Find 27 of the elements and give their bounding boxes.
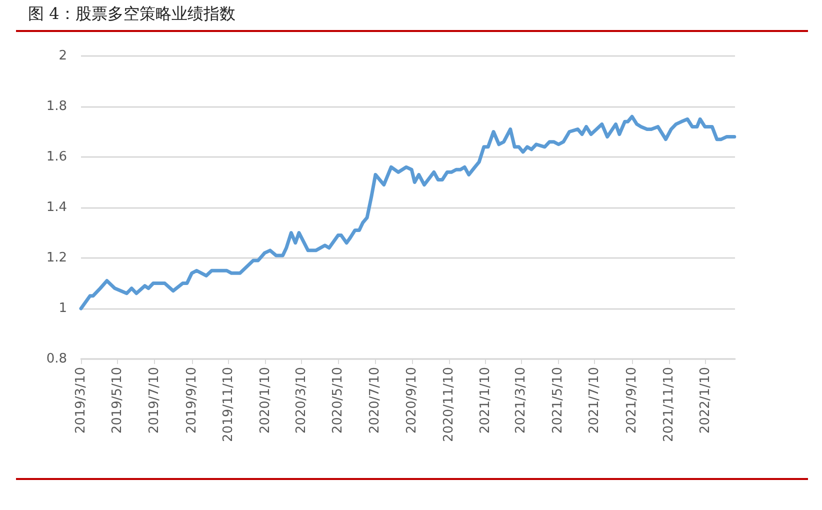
x-tick-label: 2021/11/10 bbox=[661, 367, 676, 442]
x-tick-label: 2020/11/10 bbox=[441, 367, 456, 442]
x-tick-label: 2019/9/10 bbox=[184, 367, 200, 434]
y-tick-label: 1.6 bbox=[46, 150, 67, 164]
chart-title: 图 4：股票多空策略业绩指数 bbox=[28, 4, 236, 25]
y-tick-label: 1 bbox=[58, 301, 67, 316]
x-tick-label: 2019/3/10 bbox=[74, 367, 88, 434]
y-tick-label: 2 bbox=[58, 48, 67, 64]
x-tick-label: 2019/11/10 bbox=[221, 367, 236, 442]
line-series bbox=[79, 114, 736, 310]
x-tick-label: 2019/7/10 bbox=[146, 367, 162, 434]
x-tick-label: 2020/1/10 bbox=[258, 367, 273, 434]
x-tick-label: 2021/7/10 bbox=[587, 367, 602, 434]
x-tick-label: 2020/5/10 bbox=[330, 367, 346, 434]
x-tick-label: 2019/5/10 bbox=[110, 367, 126, 434]
y-tick-label: 0.8 bbox=[46, 352, 67, 366]
x-tick-label: 2020/9/10 bbox=[404, 367, 420, 434]
x-tick-label: 2020/7/10 bbox=[367, 367, 382, 434]
x-tick-label: 2022/1/10 bbox=[698, 367, 713, 434]
y-tick-label: 1.8 bbox=[46, 99, 67, 114]
x-tick-label: 2021/5/10 bbox=[550, 367, 566, 434]
x-tick-label: 2020/3/10 bbox=[294, 367, 309, 434]
y-tick-label: 1.4 bbox=[46, 200, 67, 215]
x-tick-label: 2021/3/10 bbox=[514, 367, 529, 434]
x-tick-label: 2021/1/10 bbox=[478, 367, 494, 434]
x-tick-label: 2021/9/10 bbox=[624, 367, 640, 434]
y-tick-label: 1.2 bbox=[46, 250, 67, 266]
